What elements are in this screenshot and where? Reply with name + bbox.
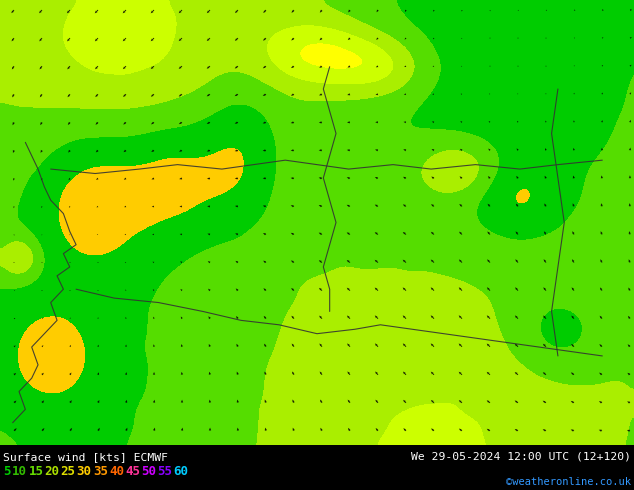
Text: 10: 10 [12,465,27,478]
Text: 20: 20 [44,465,60,478]
Text: 15: 15 [29,465,43,478]
Text: 50: 50 [141,465,156,478]
Text: 55: 55 [157,465,172,478]
Text: Surface wind [kts] ECMWF: Surface wind [kts] ECMWF [3,452,168,462]
Text: 5: 5 [3,465,11,478]
Text: 30: 30 [77,465,92,478]
Text: 35: 35 [93,465,108,478]
Text: 45: 45 [125,465,140,478]
Text: 40: 40 [109,465,124,478]
Text: 25: 25 [61,465,75,478]
Text: We 29-05-2024 12:00 UTC (12+120): We 29-05-2024 12:00 UTC (12+120) [411,452,631,462]
Text: ©weatheronline.co.uk: ©weatheronline.co.uk [506,477,631,487]
Text: 60: 60 [173,465,188,478]
